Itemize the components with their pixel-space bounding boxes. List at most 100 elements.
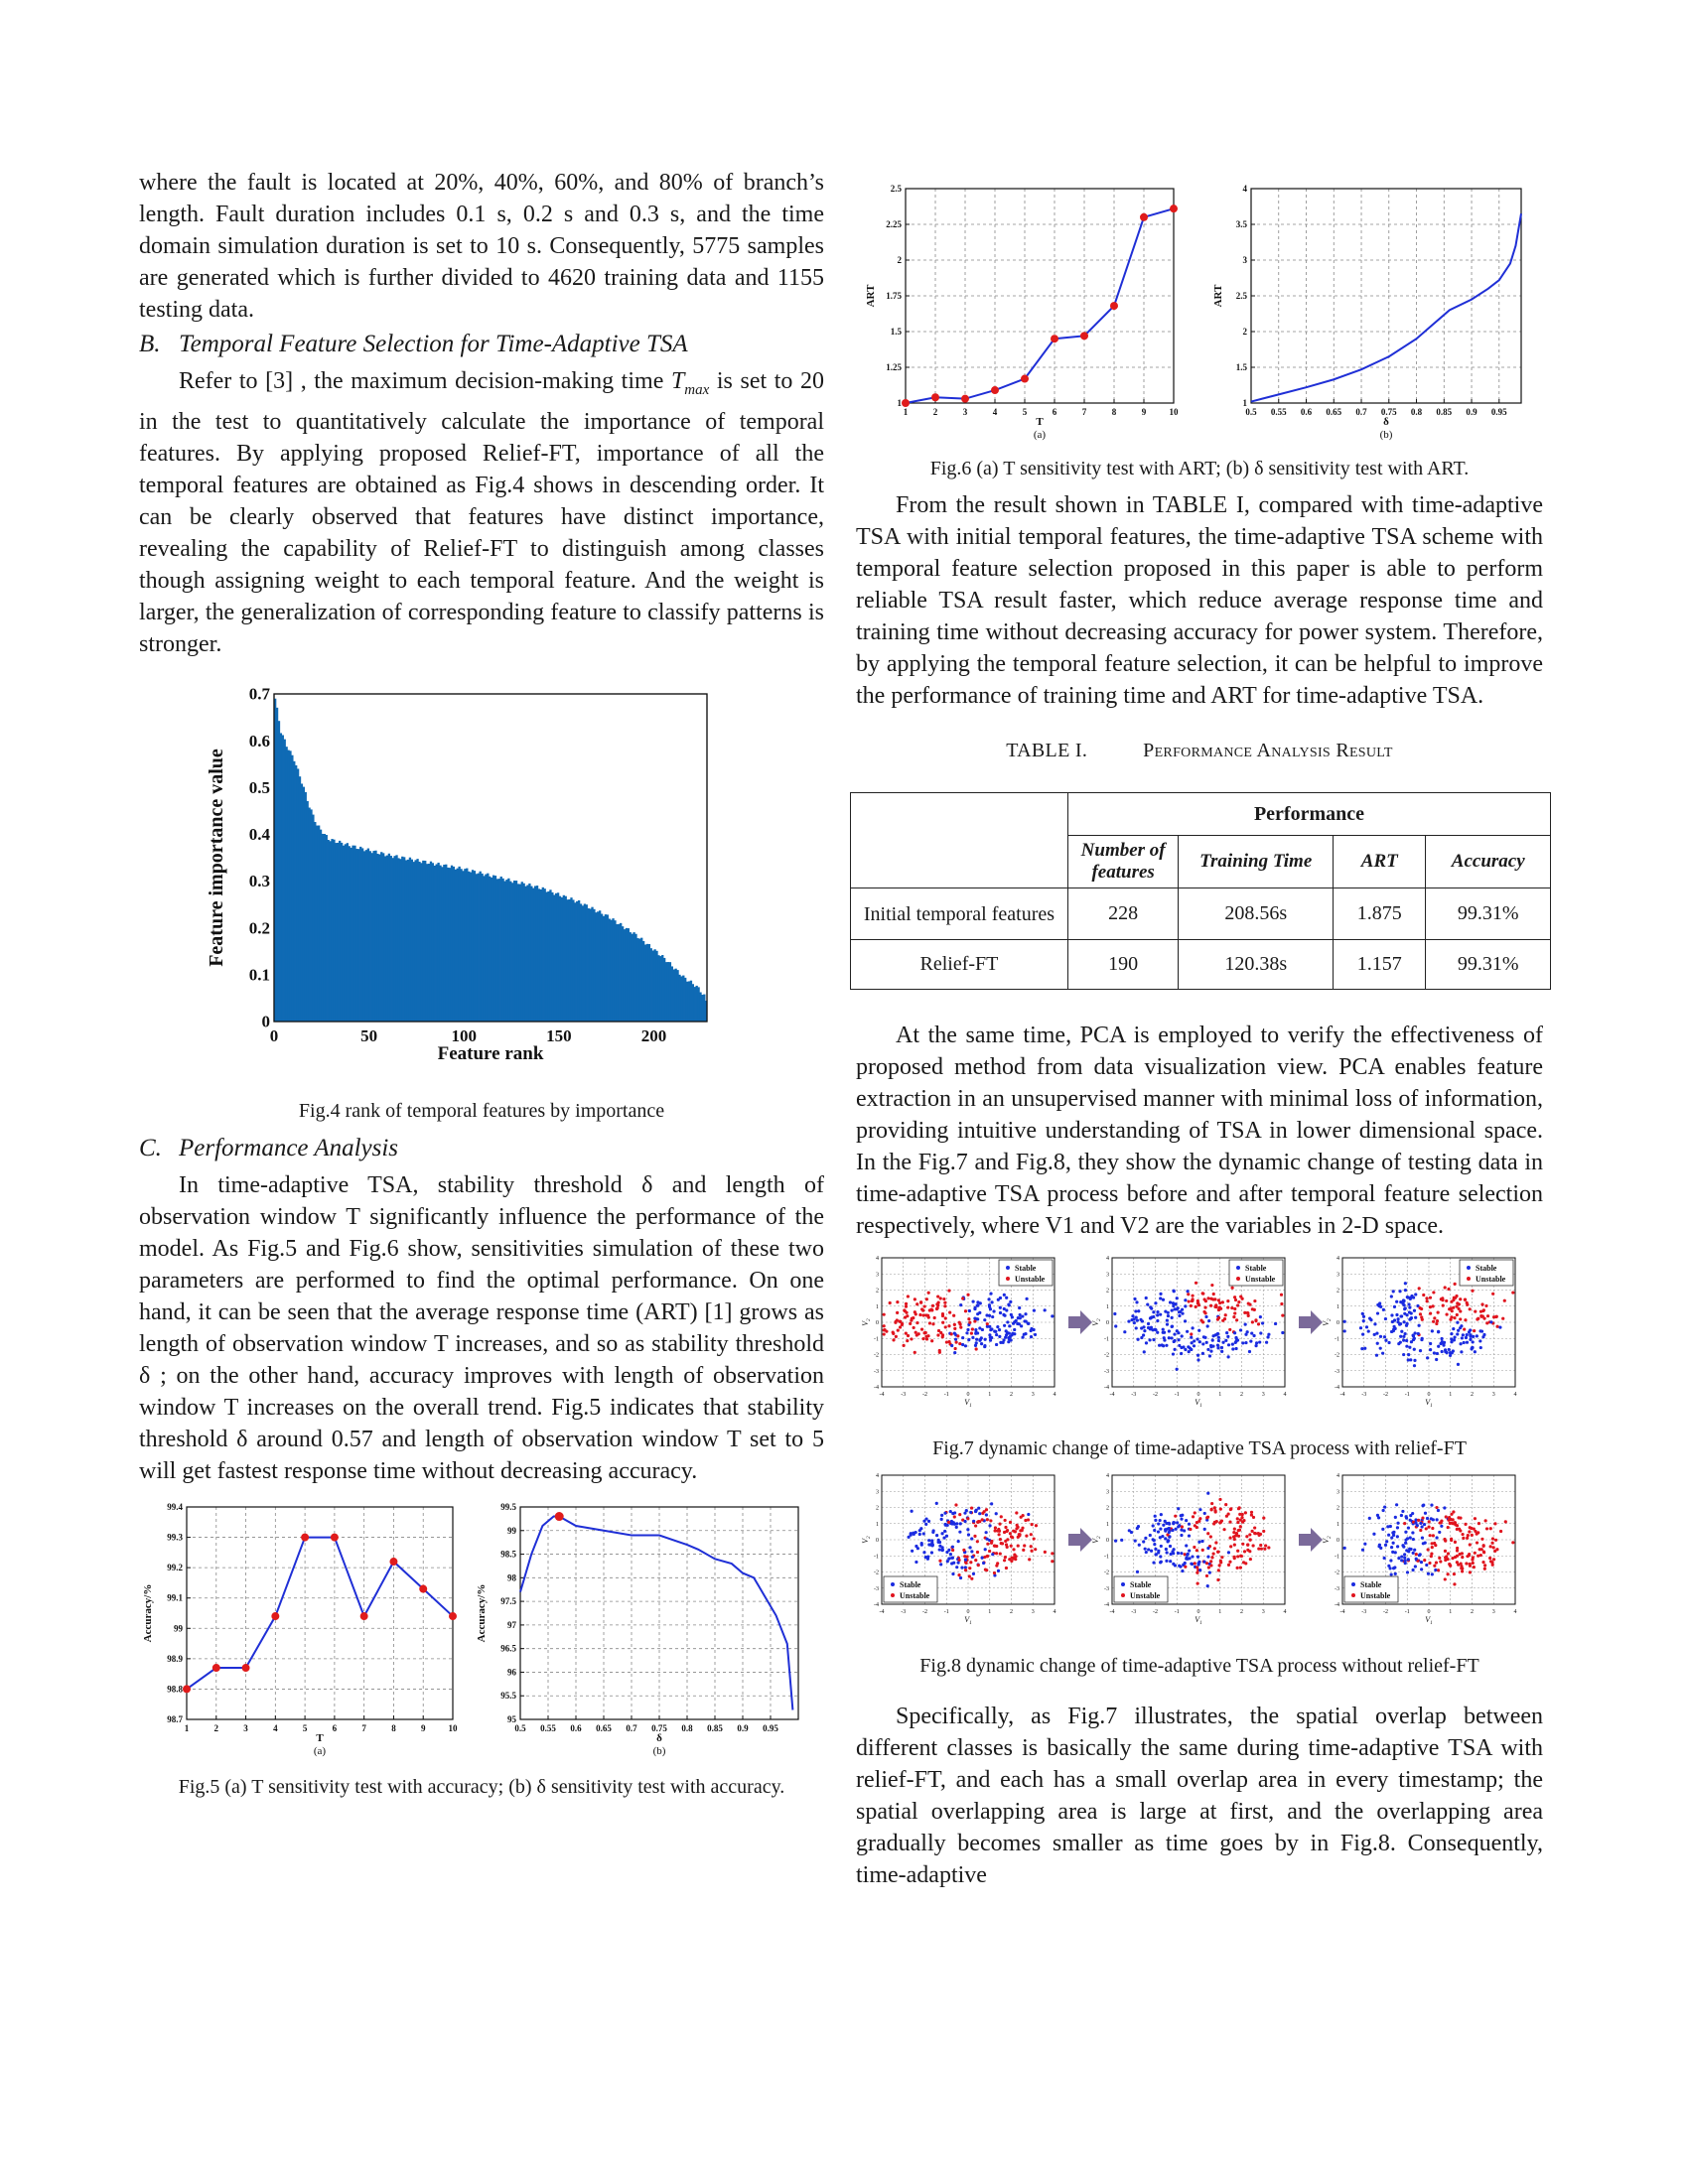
bar xyxy=(608,918,611,1022)
y-tick-label: 96 xyxy=(507,1667,517,1677)
unstable-point xyxy=(952,1322,956,1326)
bar xyxy=(452,866,456,1022)
fig4-caption: Fig.4 rank of temporal features by impor… xyxy=(298,1099,665,1122)
unstable-point xyxy=(921,1313,925,1317)
table-group-header: Performance xyxy=(1066,792,1552,836)
stable-point xyxy=(1423,1511,1428,1515)
stable-point xyxy=(1395,1312,1399,1317)
stable-point xyxy=(1464,1335,1469,1340)
stable-point xyxy=(1020,1324,1024,1328)
stable-point xyxy=(1404,1530,1408,1534)
bar xyxy=(625,927,629,1022)
bar xyxy=(333,839,336,1022)
bar xyxy=(685,981,689,1022)
stable-point xyxy=(961,1342,965,1347)
data-point xyxy=(1140,212,1148,221)
bar xyxy=(481,873,484,1022)
bar xyxy=(387,853,391,1022)
bar xyxy=(300,783,304,1022)
paragraph-b-post: is set to 20 in the test to quantitative… xyxy=(139,368,824,657)
unstable-point xyxy=(915,1302,919,1306)
stable-point xyxy=(1402,1352,1406,1357)
unstable-point xyxy=(967,1574,971,1578)
bar xyxy=(454,869,457,1022)
stable-point xyxy=(1152,1561,1156,1565)
bar xyxy=(647,943,651,1022)
unstable-point xyxy=(1256,1322,1261,1326)
stable-point xyxy=(1393,1515,1397,1519)
stable-point xyxy=(1398,1322,1402,1326)
stable-point xyxy=(978,1310,982,1314)
legend-entry: Unstable xyxy=(1360,1591,1391,1600)
unstable-point xyxy=(1444,1558,1448,1563)
y-tick-label: 4 xyxy=(1106,1256,1109,1262)
unstable-point xyxy=(1452,1572,1457,1576)
x-tick-label: 0.7 xyxy=(626,1723,637,1733)
stable-point xyxy=(1206,1546,1210,1551)
stable-point xyxy=(1389,1559,1393,1563)
stable-point xyxy=(1456,1362,1461,1366)
y-tick-label: -2 xyxy=(874,1570,879,1576)
unstable-point xyxy=(1450,1315,1454,1319)
stable-point xyxy=(1425,1516,1430,1521)
y-axis-label: Accuracy/% xyxy=(476,1583,488,1642)
y-tick-label: -1 xyxy=(874,1336,879,1342)
stable-point xyxy=(1417,1323,1421,1327)
stable-point xyxy=(934,1501,938,1505)
bar xyxy=(364,849,368,1022)
stable-point xyxy=(1456,1332,1460,1336)
unstable-point xyxy=(1016,1535,1020,1539)
unstable-point xyxy=(1453,1540,1458,1544)
unstable-point xyxy=(1051,1560,1055,1564)
x-tick-label: 0.5 xyxy=(514,1723,526,1733)
bar xyxy=(570,896,573,1022)
stable-point xyxy=(1378,1334,1383,1338)
bar xyxy=(634,933,637,1022)
stable-point xyxy=(990,1327,994,1331)
unstable-point xyxy=(1209,1303,1213,1307)
stable-point xyxy=(1383,1543,1388,1547)
stable-point xyxy=(1134,1315,1138,1319)
stable-point xyxy=(1172,1339,1176,1344)
x-tick-label: 2 xyxy=(933,407,938,417)
stable-point xyxy=(1245,1330,1249,1334)
panel-sublabel: (a) xyxy=(1034,429,1047,441)
unstable-point xyxy=(1428,1561,1432,1566)
unstable-point xyxy=(1466,1533,1470,1538)
y-axis-label: ART xyxy=(865,284,877,308)
bar xyxy=(274,698,277,1022)
bar xyxy=(331,838,334,1022)
y-tick-label: -4 xyxy=(874,1602,879,1608)
unstable-point xyxy=(1503,1520,1507,1524)
stable-point xyxy=(1172,1289,1176,1293)
stable-point xyxy=(1233,1331,1237,1335)
figure-7: -4 -3 -2 -1 0 1 2 3 4 -4 -3 -2 -1 0 1 2 3 4 V1 V2 Stable Unst… xyxy=(856,1252,1543,1461)
unstable-point xyxy=(1026,1518,1031,1522)
unstable-point xyxy=(1204,1562,1209,1566)
unstable-point xyxy=(1488,1545,1492,1549)
unstable-point xyxy=(913,1297,916,1301)
stable-point xyxy=(1027,1321,1031,1325)
stable-point xyxy=(978,1301,982,1305)
stable-point xyxy=(953,1350,957,1355)
unstable-point xyxy=(1441,1303,1445,1307)
legend-entry: Stable xyxy=(1245,1264,1267,1273)
stable-point xyxy=(1406,1526,1411,1530)
stable-point xyxy=(909,1533,913,1537)
stable-point xyxy=(1420,1337,1424,1342)
stable-point xyxy=(1205,1584,1209,1588)
stable-point xyxy=(1406,1296,1410,1299)
paragraph-section-c: In time-adaptive TSA, stability threshol… xyxy=(139,1171,824,1484)
unstable-point xyxy=(1434,1561,1439,1565)
x-tick-label: 0 xyxy=(1428,1609,1431,1615)
x-tick-label: -2 xyxy=(922,1392,927,1398)
stable-point xyxy=(995,1332,999,1337)
bar xyxy=(621,925,625,1022)
y-tick-label: 2 xyxy=(1106,1289,1109,1295)
bar xyxy=(526,885,529,1022)
unstable-point xyxy=(1417,1518,1421,1522)
unstable-point xyxy=(1412,1520,1416,1524)
stable-point xyxy=(1190,1562,1194,1566)
unstable-point xyxy=(1220,1556,1224,1560)
stable-point xyxy=(1051,1314,1055,1318)
